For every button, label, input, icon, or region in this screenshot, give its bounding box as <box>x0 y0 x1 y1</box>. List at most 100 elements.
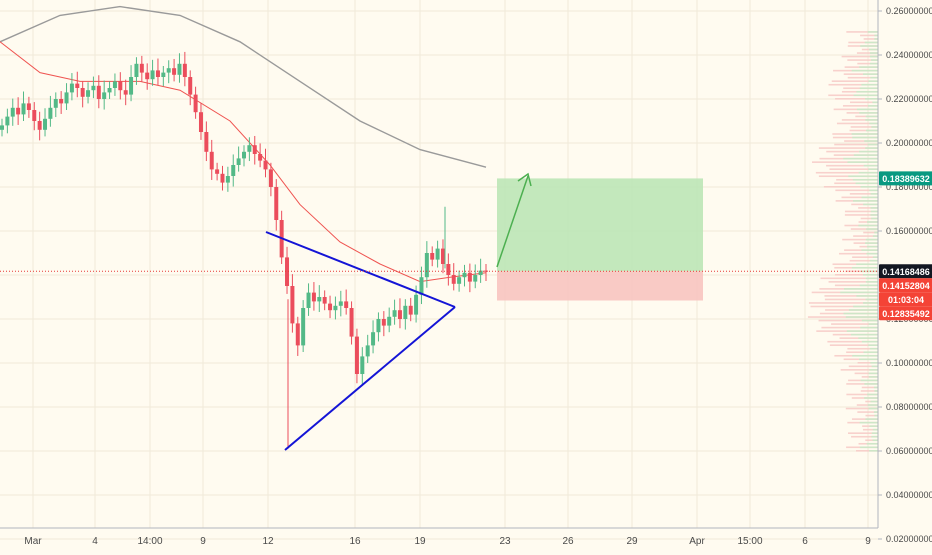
volume-profile-bar <box>857 362 878 364</box>
volume-profile-bar <box>864 397 878 399</box>
volume-profile-bar <box>863 203 878 206</box>
volume-profile-bar <box>863 302 878 304</box>
volume-profile-bar <box>874 390 878 392</box>
volume-profile-bar <box>855 182 878 185</box>
volume-profile-bar <box>856 90 878 93</box>
volume-profile-bar <box>871 435 878 438</box>
candle-body <box>139 63 144 73</box>
volume-profile-bar <box>844 249 878 251</box>
candle-body <box>86 90 91 97</box>
volume-profile-bar <box>857 62 878 65</box>
volume-profile-bar <box>856 263 878 266</box>
candle-body <box>134 63 139 77</box>
candle-body <box>231 165 236 176</box>
volume-profile-bar <box>863 164 878 167</box>
volume-profile-bar <box>867 31 878 33</box>
candle-body <box>435 248 440 260</box>
candle-body <box>333 305 338 311</box>
target-arrow-line <box>496 175 529 268</box>
volume-profile-bar <box>863 351 878 354</box>
volume-profile-bar <box>851 69 878 72</box>
volume-profile-bar <box>853 154 878 156</box>
candle-body <box>371 332 376 346</box>
badge-stop-label: 0.12835492 <box>882 309 930 319</box>
y-tick-label: 0.10000000 <box>886 358 932 368</box>
volume-profile-bar <box>847 59 878 61</box>
volume-profile-bar <box>868 105 878 107</box>
volume-profile-bar <box>873 386 878 389</box>
volume-profile-bar <box>874 414 878 417</box>
badge-current-label: 0.14168486 <box>882 267 930 277</box>
badge-current-bg <box>879 264 932 279</box>
candle-body <box>193 94 198 113</box>
volume-profile-bar <box>849 101 878 104</box>
volume-profile-bar <box>866 228 878 230</box>
candle-body <box>225 176 230 183</box>
candle-body <box>10 107 15 117</box>
volume-profile-bar <box>849 259 878 262</box>
x-tick-label: 9 <box>865 536 871 547</box>
volume-profile-bar <box>844 214 878 216</box>
volume-profile-bar <box>835 189 878 192</box>
stop-zone <box>497 271 703 301</box>
volume-profile-bar <box>861 83 878 86</box>
volume-profile-bar <box>861 249 878 251</box>
volume-profile-bar <box>856 295 878 297</box>
volume-profile-bar <box>871 59 878 61</box>
volume-profile-bar <box>841 119 878 121</box>
candle-body <box>328 303 333 311</box>
candle-body <box>129 77 134 95</box>
volume-profile-bar <box>867 221 878 223</box>
volume-profile-bar <box>841 55 878 58</box>
x-tick-label: 26 <box>562 536 574 547</box>
volume-profile-bar <box>840 291 878 294</box>
volume-profile-bar <box>846 31 878 33</box>
candle-body <box>252 145 257 154</box>
volume-profile-bar <box>865 242 878 244</box>
volume-profile-bar <box>846 330 878 332</box>
candle-body <box>349 308 354 337</box>
candle-body <box>263 160 268 170</box>
volume-profile-bar <box>863 73 878 75</box>
volume-profile-bar <box>870 210 878 213</box>
candle-body <box>5 116 10 126</box>
candle-body <box>80 88 85 97</box>
volume-profile-bar <box>810 305 878 308</box>
volume-profile-bar <box>856 52 878 54</box>
volume-profile-bar <box>860 34 878 37</box>
volume-profile-bar <box>860 270 878 273</box>
volume-profile-bar <box>818 319 878 322</box>
volume-profile-bar <box>852 178 878 181</box>
candle-body <box>478 270 483 275</box>
candle-body <box>91 85 96 91</box>
candle-body <box>242 151 246 159</box>
badge-target-label: 0.18389632 <box>882 174 930 184</box>
candle-body <box>209 151 214 170</box>
volume-profile-bar <box>867 393 878 396</box>
candle-body <box>247 145 252 152</box>
candle-body <box>306 292 311 308</box>
volume-profile-bar <box>866 442 878 445</box>
volume-profile-bar <box>846 351 878 354</box>
volume-profile-bar <box>869 122 878 125</box>
volume-profile-bar <box>871 217 878 220</box>
volume-profile-bar <box>870 207 878 209</box>
volume-profile-bar <box>861 319 878 322</box>
volume-profile-bar <box>836 122 878 125</box>
triangle-upper-line <box>265 231 456 308</box>
volume-profile-bar <box>847 161 878 163</box>
candle-body <box>424 253 429 278</box>
candle-body <box>150 70 155 80</box>
volume-profile-bar <box>858 337 878 339</box>
volume-profile-bar <box>865 277 878 280</box>
volume-profile-bar <box>865 439 878 442</box>
candle-body <box>215 169 220 174</box>
volume-profile-bar <box>865 298 878 301</box>
volume-profile-bar <box>865 98 878 100</box>
volume-profile-bar <box>874 34 878 37</box>
y-tick-label: 0.02000000 <box>886 534 932 544</box>
x-tick-label: 9 <box>200 536 206 547</box>
volume-profile-bar <box>853 235 878 237</box>
volume-profile-bar <box>856 108 878 111</box>
volume-profile-bar <box>867 404 878 406</box>
